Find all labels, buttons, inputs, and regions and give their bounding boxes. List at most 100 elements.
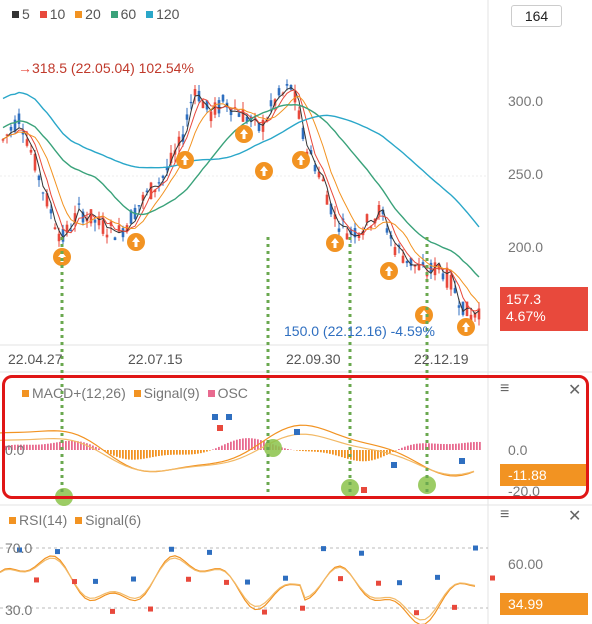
rsi-marker: [131, 576, 136, 582]
rsi-marker: [148, 606, 153, 612]
candle-body: [425, 274, 429, 277]
candle-body: [281, 92, 285, 94]
low-annotation: 150.0 (22.12.16) -4.59%: [284, 323, 435, 339]
osc-bar: [443, 444, 445, 450]
ma-legend-5: 5: [6, 6, 30, 22]
osc-bar: [317, 450, 319, 452]
candle-body: [325, 194, 329, 205]
osc-bar: [86, 443, 88, 450]
osc-bar: [134, 450, 136, 460]
osc-bar: [68, 440, 70, 450]
price-tag-value: 157.3: [506, 291, 542, 307]
osc-bar: [59, 441, 61, 450]
candle-body: [353, 228, 357, 238]
candle-body: [197, 90, 201, 102]
rsi-marker: [169, 546, 174, 552]
rsi-legend-signal: Signal(6): [71, 512, 141, 528]
candle-body: [301, 127, 305, 139]
candle-body: [49, 209, 53, 214]
macd-marker: [459, 458, 465, 464]
arrow-up-icon: [240, 129, 248, 139]
candle-body: [365, 214, 369, 223]
osc-bar: [239, 438, 241, 450]
candle-body: [121, 228, 125, 238]
osc-bar: [473, 442, 475, 450]
candle-body: [373, 218, 377, 224]
rsi-axis-60: 60.00: [508, 556, 544, 572]
osc-bar: [308, 450, 310, 452]
osc-bar: [323, 450, 325, 453]
date-axis-1: 22.04.27: [8, 351, 63, 367]
macd-legend: MACD+(12,26) Signal(9) OSC: [18, 385, 248, 401]
macd-marker: [294, 429, 300, 435]
osc-bar: [215, 448, 217, 450]
candle-body: [101, 220, 105, 234]
rsi-signal-line: [0, 557, 476, 621]
candle-body: [137, 205, 141, 207]
candle-body: [37, 175, 41, 181]
osc-bar: [320, 450, 322, 453]
rsi-legend-rsi: RSI(14): [5, 512, 67, 528]
arrow-up-icon: [58, 252, 66, 262]
rsi-marker: [262, 609, 267, 615]
ma-legend-10: 10: [34, 6, 65, 22]
candle-body: [25, 139, 29, 146]
osc-bar: [263, 441, 265, 450]
osc-bar: [452, 443, 454, 450]
osc-bar: [398, 449, 400, 450]
period-input[interactable]: 164: [511, 5, 562, 27]
candle-body: [469, 314, 473, 322]
osc-bar: [299, 450, 301, 451]
candle-body: [193, 89, 197, 96]
osc-bar: [434, 443, 436, 450]
candle-body: [61, 228, 65, 242]
macd-close-icon[interactable]: ✕: [568, 382, 582, 399]
date-axis-2: 22.07.15: [128, 351, 183, 367]
ma-20-line: [2, 95, 480, 304]
osc-bar: [338, 450, 340, 457]
osc-bar: [389, 450, 391, 454]
osc-bar: [185, 450, 187, 455]
macd-marker: [226, 414, 232, 420]
osc-bar: [245, 438, 247, 450]
osc-bar: [80, 441, 82, 450]
macd-layer: [0, 414, 481, 506]
rsi-marker: [321, 546, 326, 552]
macd-value-tag: -11.88: [500, 464, 588, 486]
macd-axis-low: -20.0: [508, 483, 540, 499]
macd-axis-zero: 0.0: [508, 442, 528, 458]
price-tag-change: 4.67%: [506, 308, 546, 324]
rsi-marker: [110, 608, 115, 614]
candle-body: [89, 209, 93, 224]
macd-menu-icon[interactable]: ≡: [500, 380, 510, 397]
osc-bar: [140, 450, 142, 460]
candle-body: [53, 227, 57, 230]
rsi-marker: [435, 574, 440, 580]
macd-marker: [212, 414, 218, 420]
candle-body: [241, 109, 245, 122]
candle-body: [453, 288, 457, 293]
osc-bar: [425, 443, 427, 450]
osc-bar: [11, 444, 13, 450]
candle-body: [269, 100, 273, 107]
osc-bar: [359, 450, 361, 462]
osc-bar: [416, 443, 418, 450]
osc-bar: [362, 450, 364, 462]
osc-bar: [167, 450, 169, 455]
macd-line: [0, 424, 475, 477]
osc-bar: [374, 450, 376, 460]
osc-bar: [314, 450, 316, 452]
osc-bar: [122, 450, 124, 459]
osc-bar: [182, 450, 184, 455]
candle-body: [385, 228, 389, 233]
rsi-marker: [490, 575, 495, 581]
candle-body: [209, 111, 213, 122]
rsi-marker: [414, 610, 419, 616]
osc-bar: [401, 447, 403, 450]
macd-marker: [391, 462, 397, 468]
macd-highlight-box: [2, 375, 589, 499]
osc-bar: [146, 450, 148, 459]
rsi-marker: [186, 576, 191, 582]
rsi-close-icon[interactable]: ✕: [568, 508, 582, 525]
rsi-menu-icon[interactable]: ≡: [500, 506, 510, 523]
